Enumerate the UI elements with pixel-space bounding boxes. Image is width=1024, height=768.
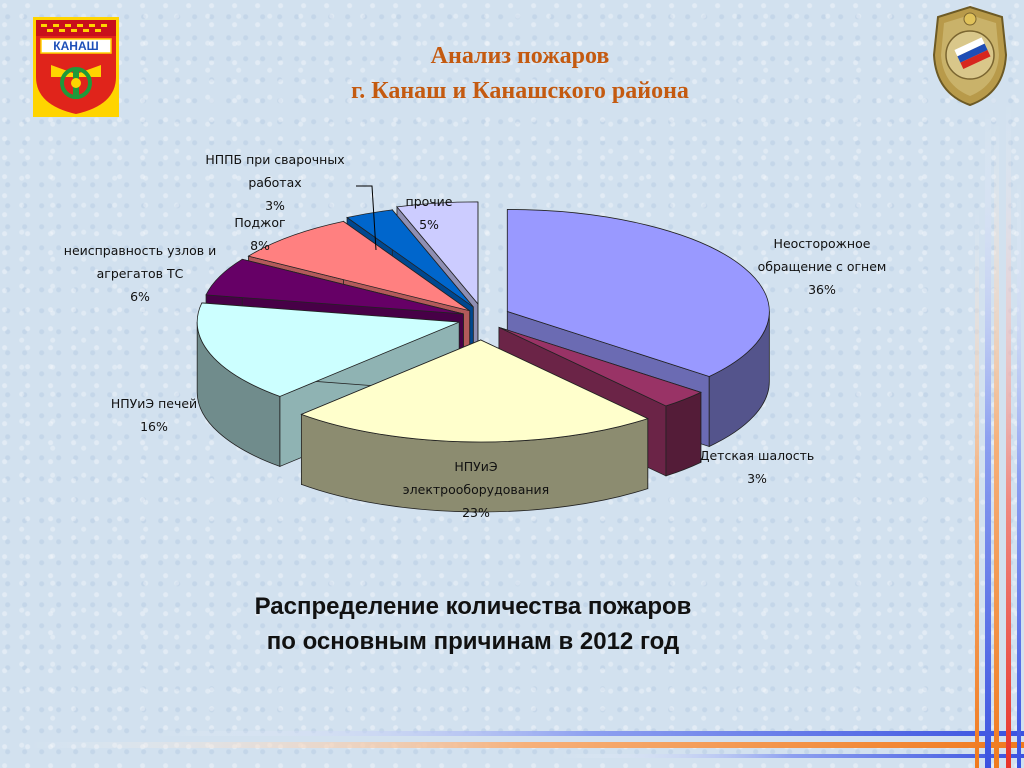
coat-of-arms-emblem: КАНАШ	[33, 17, 119, 117]
slice-value-label: 3%	[747, 471, 767, 486]
slice-category-label: НППБ при сварочных	[205, 152, 344, 167]
slice-value-label: 36%	[808, 282, 836, 297]
leader-line	[356, 185, 377, 251]
fire-supervision-emblem	[932, 5, 1008, 107]
page-subtitle: г. Канаш и Канашского района	[351, 78, 689, 104]
slice-label: НПУиЭ печей 16%	[111, 396, 197, 434]
chart-caption-line2: по основным причинам в 2012 год	[266, 628, 680, 655]
slice-category-label: НПУиЭ печей	[111, 396, 197, 411]
chart-caption-line1: Распределение количества пожаров	[254, 593, 692, 620]
slice-category-label: прочие	[406, 194, 453, 209]
slice-label: Поджог 8%	[234, 215, 285, 253]
slice-value-label: 8%	[250, 238, 270, 253]
slice-category-label: обращение с огнем	[758, 259, 887, 274]
slice-category-label: работах	[248, 175, 301, 190]
pie-slice-top	[506, 209, 770, 377]
slice-value-label: 5%	[419, 217, 439, 232]
slice-category-label: агрегатов ТС	[97, 266, 184, 281]
pie-slice-top	[196, 302, 460, 397]
slice-label: Неосторожное обращение с огнем 36%	[758, 236, 887, 297]
pie-slice	[300, 339, 649, 513]
coat-of-arms-banner: КАНАШ	[53, 39, 98, 53]
slice-category-label: НПУиЭ	[454, 459, 498, 474]
slice-value-label: 23%	[462, 505, 490, 520]
pie-slice-top	[300, 339, 649, 443]
slice-category-label: Неосторожное	[774, 236, 871, 251]
pie-slice-top	[396, 201, 479, 305]
slice-label: НППБ при сварочных работах 3%	[205, 152, 344, 213]
slice-value-label: 6%	[130, 289, 150, 304]
slice-label: неисправность узлов и агрегатов ТС 6%	[64, 243, 216, 304]
slice-label: Детская шалость 3%	[700, 448, 815, 486]
slice-category-label: неисправность узлов и	[64, 243, 216, 258]
pie-slice-top	[346, 209, 474, 308]
slice-label: прочие 5%	[406, 194, 453, 232]
pie-slice-top	[205, 258, 464, 315]
page-title: Анализ пожаров	[430, 43, 610, 69]
slice-category-label: Поджог	[234, 215, 285, 230]
slice-value-label: 16%	[140, 419, 168, 434]
pie-slice-top	[498, 326, 702, 407]
slice-label: НПУиЭ электрооборудования 23%	[403, 459, 549, 520]
pie-slice-top	[247, 220, 470, 312]
slice-category-label: электрооборудования	[403, 482, 549, 497]
slice-category-label: Детская шалость	[700, 448, 815, 463]
slice-value-label: 3%	[265, 198, 285, 213]
